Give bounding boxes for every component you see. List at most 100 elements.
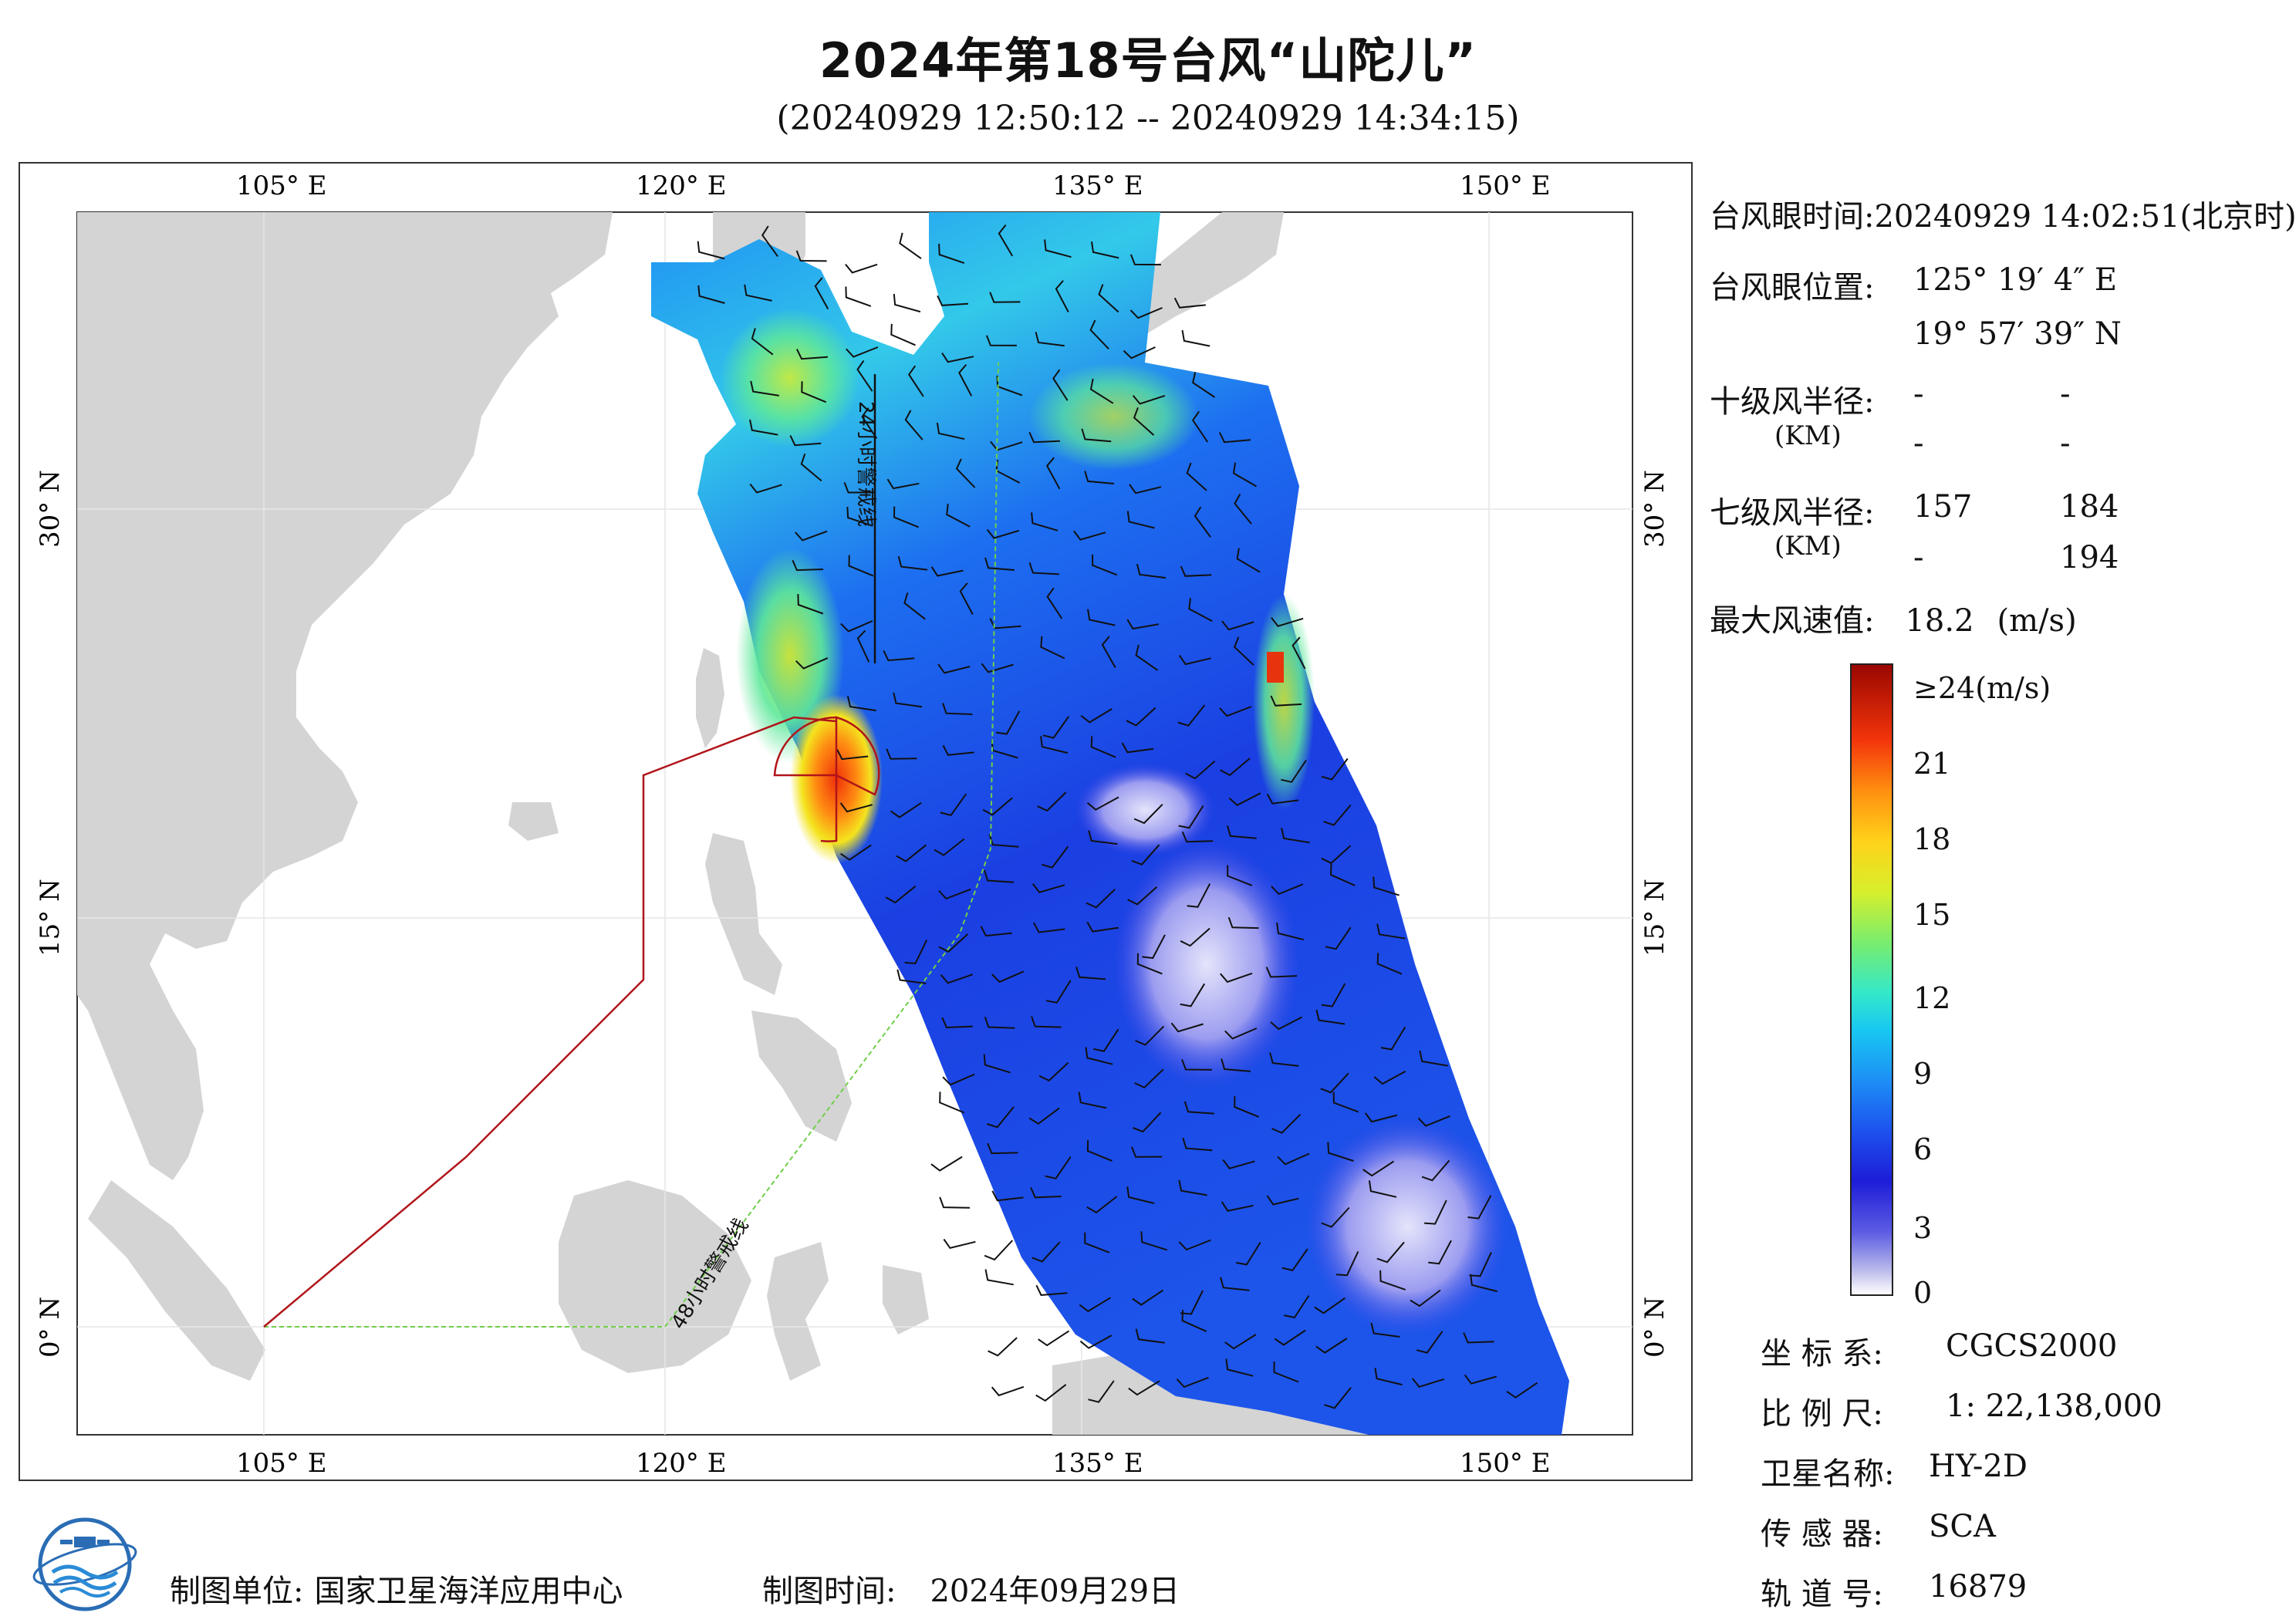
r10-unit: (KM)	[1774, 420, 1842, 451]
wind-barb	[1075, 967, 1106, 980]
wind-barb	[840, 844, 872, 861]
wind-barb	[984, 557, 1015, 571]
wind-barb	[893, 293, 921, 313]
wind-barb	[1470, 1274, 1498, 1293]
wind-barb	[1123, 346, 1156, 359]
wind-barb	[930, 1156, 963, 1172]
eye-time-label: 台风眼时间:	[1710, 199, 1875, 235]
land-luzon	[705, 833, 782, 995]
wind-barb	[934, 838, 965, 856]
wind-barb	[1227, 865, 1253, 886]
wind-barb	[893, 692, 923, 708]
wind-barb	[1232, 462, 1257, 488]
wind-barb	[836, 749, 869, 761]
colorbar-label-0: 0	[1913, 1276, 1933, 1310]
lat-ticks-left: 30° N 15° N 0° N	[35, 470, 66, 1358]
wind-barb	[861, 407, 878, 440]
wind-barb	[1031, 512, 1059, 531]
wind-barb	[795, 349, 828, 360]
wind-barb	[1281, 759, 1307, 783]
wind-barb	[1044, 239, 1072, 258]
wind-barb	[1321, 1206, 1350, 1228]
wind-barb	[801, 381, 827, 403]
wind-barb	[1376, 923, 1406, 940]
wind-barb	[1320, 1072, 1349, 1094]
wind-barb	[1506, 1382, 1538, 1399]
wind-barb	[1090, 736, 1116, 758]
wind-barb	[1410, 1289, 1441, 1308]
wind-barb	[1178, 805, 1204, 829]
land-philippines-south	[751, 1011, 852, 1142]
wind-barb	[897, 555, 928, 571]
wind-barb	[937, 663, 971, 674]
max-wind-unit: (m/s)	[1997, 603, 2077, 639]
lon-ticks-top: 105° E 120° E 135° E 150° E	[236, 170, 1551, 201]
wind-barb	[1273, 1361, 1299, 1383]
wind-barb	[1037, 791, 1067, 812]
wind-barb	[1035, 1284, 1068, 1296]
wind-barb	[1133, 804, 1163, 825]
wind-barb	[1045, 980, 1072, 1004]
lat-tick-right-30: 30° N	[1639, 470, 1670, 548]
wind-barb	[936, 422, 965, 440]
wind-barb	[1321, 983, 1346, 1007]
wind-barb	[984, 869, 1015, 883]
wind-barb	[1032, 1241, 1061, 1263]
wind-barb	[981, 663, 1014, 673]
r10-value-2: -	[2060, 376, 2071, 412]
swath-band-green-north	[721, 309, 859, 447]
crs-label: 坐 标 系:	[1761, 1336, 1883, 1372]
wind-barb	[1370, 1322, 1400, 1338]
wind-barb	[1315, 1009, 1346, 1025]
lon-tick-bottom-150: 150° E	[1460, 1448, 1551, 1479]
r7-value-2: 184	[2060, 489, 2119, 525]
wind-barb	[1129, 254, 1161, 266]
wind-barb	[1220, 758, 1251, 777]
wind-barb	[1234, 494, 1252, 525]
eye-lon-value: 125° 19′ 4″ E	[1913, 262, 2118, 298]
wind-barb	[1220, 1277, 1250, 1291]
wind-barb	[1079, 1297, 1112, 1313]
wind-barb	[789, 435, 822, 447]
r10-value-3: -	[1913, 426, 1924, 461]
wind-barb	[1136, 953, 1163, 975]
wind-barb	[856, 629, 870, 663]
lon-tick-top-120: 120° E	[636, 170, 727, 201]
wind-barb	[1194, 506, 1211, 538]
wind-barb	[1084, 471, 1115, 484]
wind-barb	[986, 528, 1020, 539]
wind-barb	[989, 292, 1021, 303]
wind-barb	[1089, 319, 1109, 349]
wind-barb	[1191, 410, 1209, 443]
wind-barb	[955, 458, 976, 488]
wind-barb	[761, 225, 778, 257]
warning-line-24h-label: 24小时警戒线	[854, 401, 877, 527]
colorbar-label-12: 12	[1913, 981, 1951, 1015]
eye-lat-value: 19° 57′ 39″ N	[1913, 316, 2122, 352]
wind-barb	[1098, 284, 1119, 313]
low-wind-patch-3	[1307, 1119, 1508, 1335]
wind-barb	[750, 380, 779, 396]
wind-barb	[1380, 1026, 1406, 1051]
wind-barb	[991, 1385, 1025, 1397]
wind-barb	[1089, 378, 1114, 404]
wind-barb	[843, 482, 875, 494]
wind-barb	[1192, 372, 1216, 398]
wind-barb	[1042, 845, 1069, 869]
wind-barb	[1464, 1374, 1497, 1385]
plot-area: 24小时警戒线 48小时警戒线	[76, 211, 1633, 1436]
wind-barb	[1181, 1310, 1207, 1332]
wind-barb	[986, 1106, 1015, 1129]
wind-barb	[1121, 742, 1154, 754]
eye-time-row: 台风眼时间:20240929 14:02:51(北京时)	[1710, 191, 2296, 236]
wind-barb	[845, 263, 878, 274]
wind-barb	[1084, 1232, 1110, 1254]
wind-barb	[1234, 1096, 1260, 1118]
wind-barb	[896, 969, 927, 984]
wind-barb	[1219, 706, 1252, 717]
wind-barb	[1052, 369, 1069, 401]
wind-barb	[1424, 1200, 1447, 1225]
wind-barb	[1469, 1251, 1492, 1277]
lon-tick-top-150: 150° E	[1460, 170, 1551, 201]
wind-barb	[1178, 1239, 1211, 1251]
